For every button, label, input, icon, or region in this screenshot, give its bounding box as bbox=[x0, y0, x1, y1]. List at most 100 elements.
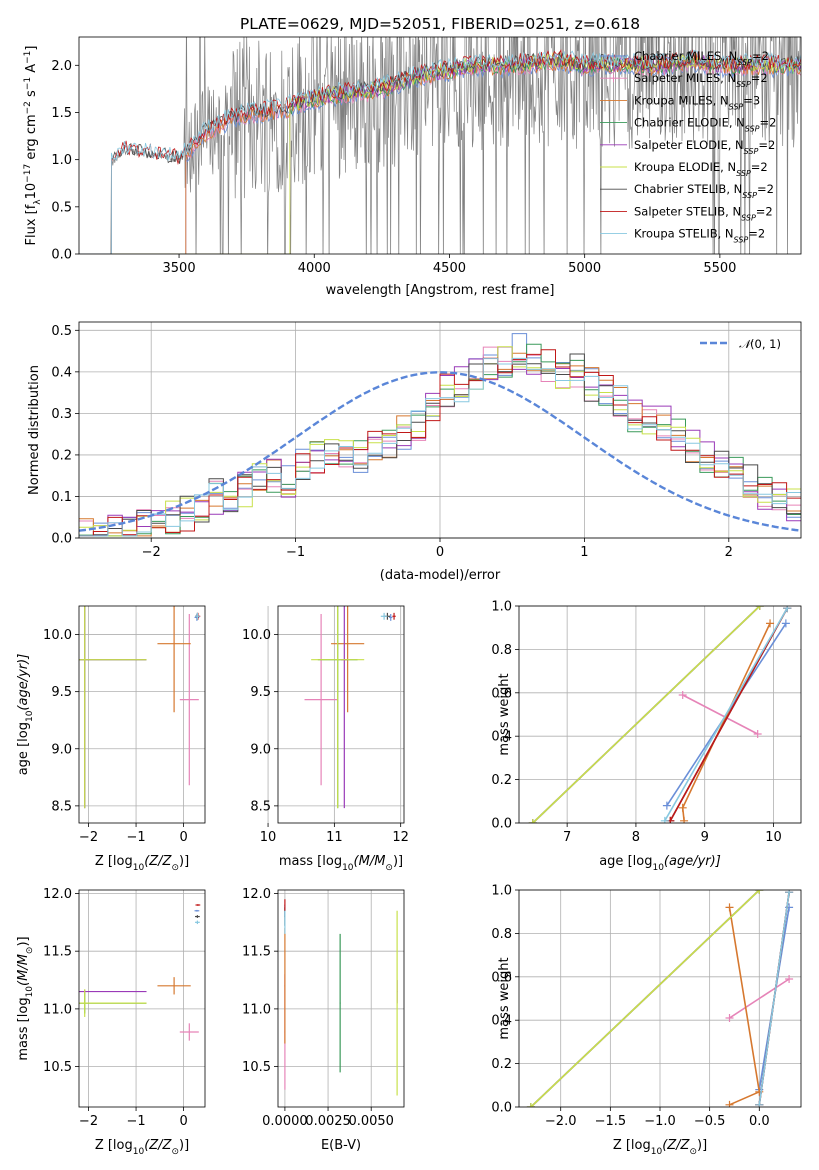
z-weight-marker bbox=[526, 1103, 535, 1107]
z-vs-age-xtick-label: 0 bbox=[179, 830, 187, 845]
spectrum-ytick-label: 1.0 bbox=[51, 153, 72, 168]
residual-xlabel: (data-model)/error bbox=[380, 568, 501, 583]
ebv-vs-mass-plot-area bbox=[284, 899, 398, 1096]
z-vs-mass-xtick-label: 0 bbox=[179, 1114, 187, 1129]
ebv-vs-mass-xtick-label: 0.0025 bbox=[305, 1114, 351, 1129]
residuals-xtick-label: 0 bbox=[436, 545, 444, 560]
spectrum-legend-label: Chabrier MILES, NSSP=2 bbox=[634, 49, 769, 67]
spectrum-xtick-label: 5000 bbox=[568, 261, 601, 276]
ebv-vs-mass-ytick-label: 11.0 bbox=[242, 1002, 271, 1017]
z-mass-ylabel: mass [log10(M/M⊙)] bbox=[16, 936, 35, 1060]
z-vs-weight-ytick-label: 0.8 bbox=[491, 927, 512, 942]
spectrum-ytick-label: 2.0 bbox=[51, 59, 72, 74]
z-weight-marker bbox=[755, 890, 764, 894]
spectrum-xtick-label: 4500 bbox=[433, 261, 466, 276]
z-vs-mass-ytick-label: 10.5 bbox=[43, 1060, 72, 1075]
spectrum-legend-label: Salpeter ELODIE, NSSP=2 bbox=[634, 138, 775, 156]
age-vs-weight-xtick-label: 7 bbox=[563, 830, 571, 845]
residuals-plot-area bbox=[79, 333, 801, 537]
mass-vs-age-xtick-label: 11 bbox=[326, 830, 343, 845]
spectrum-legend-label: Salpeter STELIB, NSSP=2 bbox=[634, 204, 773, 222]
age-vs-weight-xtick-label: 8 bbox=[632, 830, 640, 845]
spectrum-data-line bbox=[79, 37, 801, 254]
z-vs-age-plot-area bbox=[79, 606, 201, 809]
mass-vs-age-ytick-label: 10.0 bbox=[242, 628, 271, 643]
spectrum-legend-marker bbox=[609, 74, 618, 83]
age-weight-marker bbox=[680, 816, 689, 823]
z-vs-age-ytick-label: 10.0 bbox=[43, 628, 72, 643]
z-weight-marker bbox=[755, 1100, 764, 1107]
z-vs-age-xtick-label: −2 bbox=[79, 830, 98, 845]
spectrum-xtick-label: 4000 bbox=[298, 261, 331, 276]
age-vs-weight-frame bbox=[518, 605, 802, 824]
age-weight-marker bbox=[678, 803, 687, 812]
mass-vs-age-grid bbox=[267, 606, 404, 823]
residuals-xtick-label: −1 bbox=[286, 545, 305, 560]
age-weight-line bbox=[532, 606, 761, 823]
chart-z-vs-age: −2 −1 0 8.5 9.0 9.5 10.0 Z [log10(Z/Z⊙)] age [lo… bbox=[16, 605, 206, 873]
spectrum-xtick-label: 5500 bbox=[703, 261, 736, 276]
ebv-vs-mass-xtick-label: 0.0000 bbox=[262, 1114, 308, 1129]
age-weight-marker bbox=[678, 690, 687, 699]
spectrum-xtick-label: 3500 bbox=[163, 261, 196, 276]
age-weight-marker bbox=[755, 606, 764, 610]
mass-vs-age-plot-area bbox=[304, 606, 396, 809]
age-weight-line bbox=[664, 607, 788, 822]
residual-histogram bbox=[79, 349, 801, 537]
residuals-xtick-label: −2 bbox=[142, 545, 161, 560]
z-vs-age-ytick-label: 9.0 bbox=[51, 742, 72, 757]
z-vs-weight-plot-area bbox=[526, 890, 794, 1107]
age-vs-weight-ytick-label: 0.0 bbox=[491, 817, 512, 832]
z-vs-mass-grid bbox=[79, 890, 205, 1107]
figure-title: PLATE=0629, MJD=52051, FIBERID=0251, z=0… bbox=[240, 15, 640, 33]
ebv-vs-mass-grid bbox=[278, 890, 404, 1107]
z-weight-marker bbox=[725, 903, 734, 912]
spectrum-ytick-label: 0.0 bbox=[51, 248, 72, 263]
spectrum-legend-label: Chabrier ELODIE, NSSP=2 bbox=[634, 116, 776, 134]
age-weight-marker bbox=[528, 819, 537, 823]
mass-age-xlabel: mass [log10(M/M⊙)] bbox=[279, 854, 403, 873]
z-weight-marker bbox=[785, 974, 794, 983]
age-vs-weight-xtick-label: 9 bbox=[701, 830, 709, 845]
spectrum-legend-label: Kroupa STELIB, NSSP=2 bbox=[634, 227, 765, 245]
z-vs-mass-ytick-label: 11.0 bbox=[43, 1002, 72, 1017]
age-weight-ylabel: mass weight bbox=[497, 673, 512, 755]
z-vs-mass-ytick-label: 12.0 bbox=[43, 887, 72, 902]
residuals-ytick-label: 0.2 bbox=[51, 448, 72, 463]
age-weight-marker bbox=[660, 816, 669, 823]
spectrum-frame bbox=[78, 36, 802, 255]
z-weight-line bbox=[758, 892, 790, 1105]
z-vs-weight-ytick-label: 1.0 bbox=[491, 884, 512, 899]
chart-residuals: −2 −1 0 1 2 0.0 0.1 0.2 0.3 0.4 0.5 𝒩(0, 1) (data-mo… bbox=[27, 321, 802, 583]
age-weight-xlabel: age [log10(age/yr)] bbox=[599, 854, 721, 873]
z-vs-age-grid bbox=[79, 606, 205, 823]
residual-ylabel: Normed distribution bbox=[27, 365, 42, 495]
mass-vs-age-ytick-label: 9.5 bbox=[250, 685, 271, 700]
ebv-vs-mass-ytick-label: 11.5 bbox=[242, 945, 271, 960]
spectrum-legend-label: Salpeter MILES, NSSP=2 bbox=[634, 71, 768, 89]
age-weight-line bbox=[682, 694, 759, 735]
z-weight-ylabel: mass weight bbox=[497, 957, 512, 1039]
z-vs-weight-ytick-label: 0.4 bbox=[491, 1014, 512, 1029]
ebv-vs-mass-ytick-label: 10.5 bbox=[242, 1060, 271, 1075]
residuals-ytick-label: 0.0 bbox=[51, 532, 72, 547]
chart-z-vs-mass: −2 −1 0 10.5 11.0 11.5 12.0 Z [log10(Z/Z⊙)] mass… bbox=[16, 887, 206, 1157]
normal-reference-curve bbox=[79, 371, 801, 532]
mass-vs-age-ytick-label: 8.5 bbox=[250, 799, 271, 814]
age-weight-marker bbox=[662, 801, 671, 810]
z-vs-mass-xtick-label: −2 bbox=[79, 1114, 98, 1129]
spectrum-plot-area bbox=[79, 37, 801, 254]
z-weight-marker bbox=[785, 890, 794, 897]
spectrum-ytick-label: 0.5 bbox=[51, 200, 72, 215]
chart-z-vs-weight: −2.0 −1.5 −1.0 −0.5 0.0 0.0 0.2 0.4 0.6 0.8 1.0 Z [… bbox=[491, 884, 802, 1157]
spectrum-legend-label: Kroupa ELODIE, NSSP=2 bbox=[634, 160, 768, 178]
spectrum-model-line bbox=[79, 49, 801, 254]
z-vs-age-ytick-label: 9.5 bbox=[51, 685, 72, 700]
z-weight-marker bbox=[725, 1100, 734, 1107]
age-weight-marker bbox=[766, 619, 775, 628]
residuals-xtick-label: 2 bbox=[725, 545, 733, 560]
chart-mass-vs-age: 10 11 12 8.5 9.0 9.5 10.0 mass [log10(M/M⊙)] bbox=[242, 605, 409, 873]
z-age-ylabel: age [log10(age/yr)] bbox=[16, 654, 35, 776]
mass-vs-age-xtick-label: 10 bbox=[260, 830, 277, 845]
